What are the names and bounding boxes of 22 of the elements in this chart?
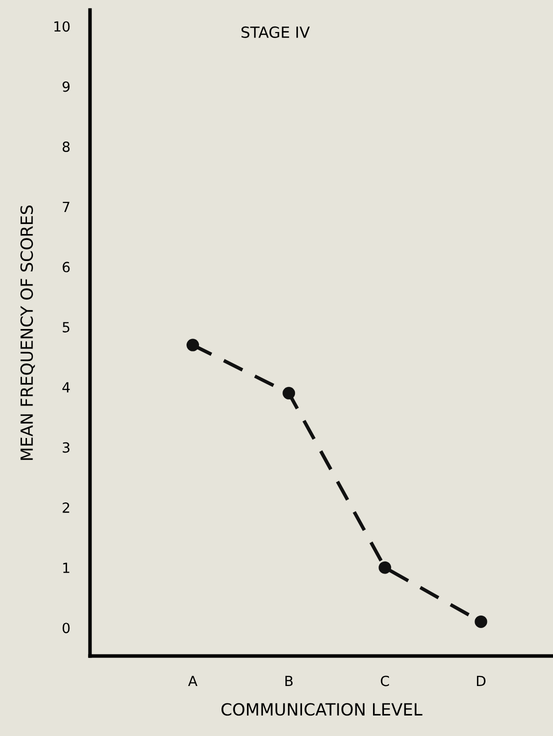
y-tick-label: 9 [62,81,70,92]
y-tick-label: 8 [62,142,70,152]
point [186,338,200,352]
x-tick-label: B [285,676,293,686]
y-axis-title: MEAN FREQUENCY OF SCORES [20,205,35,460]
y-tick-label: 3 [62,442,70,453]
y-tick-label: 10 [54,21,70,32]
x-axis-title: COMMUNICATION LEVEL [222,703,422,716]
y-tick-label: 0 [62,622,70,634]
x-tick-label: D [476,676,486,686]
y-tick-label: 2 [62,502,70,513]
y-tick-label: 6 [62,262,70,272]
y-tick-label: 4 [62,382,70,392]
y-tick-label: 7 [62,202,70,212]
point [282,386,296,400]
y-tick-label: 5 [62,322,70,332]
point [474,615,488,628]
x-tick-label: A [188,676,198,686]
text: STAGE IV [242,26,310,38]
x-tick-label: C [380,676,389,686]
y-tick-label: 1 [63,562,70,573]
point [378,561,392,574]
